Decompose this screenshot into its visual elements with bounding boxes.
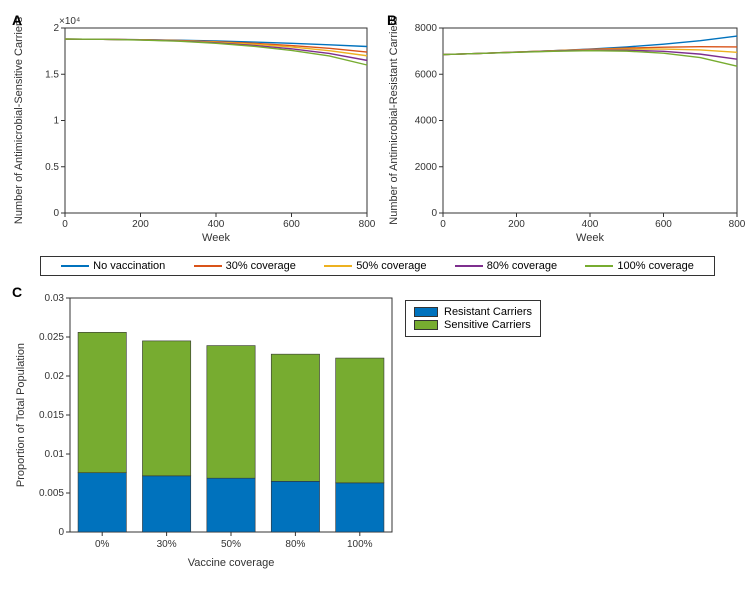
svg-text:0.5: 0.5: [45, 162, 59, 173]
bar-legend: Resistant CarriersSensitive Carriers: [405, 300, 541, 337]
svg-text:30%: 30%: [157, 539, 177, 550]
svg-text:Vaccine coverage: Vaccine coverage: [188, 557, 275, 569]
legend-label: 100% coverage: [617, 260, 693, 272]
panel-c-label: C: [12, 284, 22, 300]
legend-item-c50: 50% coverage: [324, 260, 426, 272]
svg-text:800: 800: [729, 219, 745, 230]
legend-item-no_vacc: No vaccination: [61, 260, 165, 272]
svg-text:400: 400: [582, 219, 599, 230]
legend-item-c80: 80% coverage: [455, 260, 557, 272]
svg-text:×10⁴: ×10⁴: [59, 16, 80, 27]
legend-label: 30% coverage: [226, 260, 296, 272]
svg-text:Proportion of Total Population: Proportion of Total Population: [15, 343, 27, 487]
svg-text:0.02: 0.02: [45, 371, 65, 382]
svg-text:0: 0: [53, 208, 59, 219]
svg-text:200: 200: [132, 219, 149, 230]
svg-text:0: 0: [431, 208, 437, 219]
bar-legend-item-sensitive: Sensitive Carriers: [414, 319, 532, 331]
svg-text:400: 400: [208, 219, 225, 230]
bar-legend-swatch: [414, 320, 438, 330]
bar-legend-swatch: [414, 307, 438, 317]
svg-text:Number of Antimicrobial-Resist: Number of Antimicrobial-Resistant Carrie…: [388, 16, 400, 225]
panel-a-chart: 020040060080000.511.52×10⁴WeekNumber of …: [10, 10, 375, 245]
legend-swatch: [194, 265, 222, 267]
legend-item-c100: 100% coverage: [585, 260, 693, 272]
bar-legend-label: Sensitive Carriers: [444, 319, 531, 331]
svg-text:0: 0: [62, 219, 68, 230]
legend-swatch: [455, 265, 483, 267]
legend-label: 50% coverage: [356, 260, 426, 272]
svg-text:8000: 8000: [415, 23, 438, 34]
panel-a: A 020040060080000.511.52×10⁴WeekNumber o…: [10, 10, 375, 250]
bottom-row: C 0 0.005 0.01 0.015 0.02 0.025 0.03 0% 30% 50% 80…: [10, 282, 745, 577]
panel-b-label: B: [387, 12, 397, 28]
svg-text:4000: 4000: [415, 116, 438, 127]
panel-b-chart: 020040060080002000400060008000WeekNumber…: [385, 10, 745, 245]
svg-text:0%: 0%: [95, 539, 110, 550]
panel-c-chart: 0 0.005 0.01 0.015 0.02 0.025 0.03 0% 30% 50% 80% 1…: [10, 282, 400, 572]
panel-b: B 020040060080002000400060008000WeekNumb…: [385, 10, 745, 250]
legend-swatch: [61, 265, 89, 267]
svg-text:0: 0: [58, 527, 64, 538]
legend-swatch: [324, 265, 352, 267]
legend-label: No vaccination: [93, 260, 165, 272]
svg-text:1.5: 1.5: [45, 69, 59, 80]
top-row: A 020040060080000.511.52×10⁴WeekNumber o…: [10, 10, 745, 250]
svg-text:Week: Week: [202, 232, 230, 244]
legend-label: 80% coverage: [487, 260, 557, 272]
svg-text:80%: 80%: [285, 539, 305, 550]
legend-swatch: [585, 265, 613, 267]
svg-text:600: 600: [655, 219, 672, 230]
svg-text:6000: 6000: [415, 69, 438, 80]
svg-text:50%: 50%: [221, 539, 241, 550]
bar-legend-label: Resistant Carriers: [444, 306, 532, 318]
svg-text:0.005: 0.005: [39, 488, 64, 499]
legend-item-c30: 30% coverage: [194, 260, 296, 272]
svg-text:2000: 2000: [415, 162, 438, 173]
svg-text:0.03: 0.03: [45, 293, 65, 304]
svg-text:1: 1: [53, 116, 59, 127]
svg-text:0.025: 0.025: [39, 332, 64, 343]
svg-text:100%: 100%: [347, 539, 373, 550]
panel-c: C 0 0.005 0.01 0.015 0.02 0.025 0.03 0% 30% 50% 80…: [10, 282, 745, 577]
svg-text:600: 600: [283, 219, 300, 230]
svg-text:Number of Antimicrobial-Sensit: Number of Antimicrobial-Sensitive Carrie…: [13, 16, 25, 224]
svg-text:0.015: 0.015: [39, 410, 64, 421]
svg-text:800: 800: [359, 219, 375, 230]
bar-legend-item-resistant: Resistant Carriers: [414, 306, 532, 318]
svg-text:Week: Week: [576, 232, 604, 244]
panel-a-label: A: [12, 12, 22, 28]
svg-text:0.01: 0.01: [45, 449, 65, 460]
coverage-legend: No vaccination 30% coverage 50% coverage 80…: [40, 256, 715, 276]
svg-text:200: 200: [508, 219, 525, 230]
svg-text:0: 0: [440, 219, 446, 230]
